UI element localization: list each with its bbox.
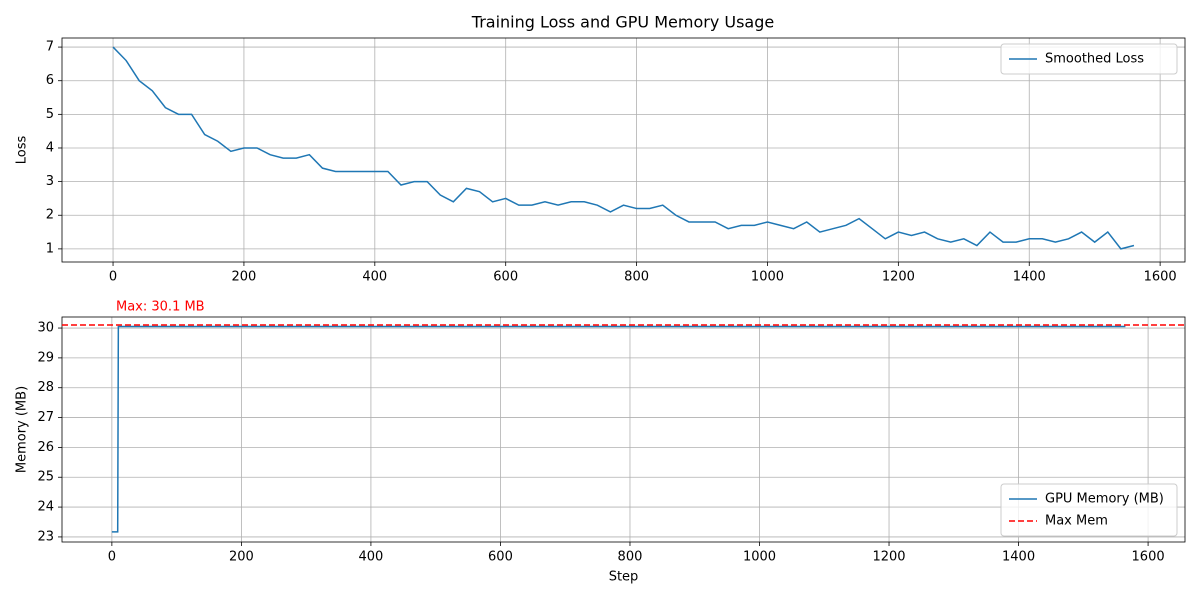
x-tick-label: 400	[362, 270, 387, 285]
y-tick-label: 24	[37, 500, 54, 515]
legend-label: Smoothed Loss	[1045, 52, 1144, 67]
y-tick-label: 26	[37, 440, 54, 455]
legend: Smoothed Loss	[1000, 43, 1178, 75]
x-tick-label: 1600	[1132, 550, 1165, 565]
legend-box	[1000, 43, 1178, 75]
x-tick-label: 1000	[743, 550, 776, 565]
y-tick-label: 23	[37, 529, 54, 544]
y-tick-label: 5	[46, 107, 54, 122]
x-tick-label: 0	[108, 550, 116, 565]
y-tick-label: 30	[37, 321, 54, 336]
y-tick-label: 28	[37, 380, 54, 395]
y-axis-label: Loss	[15, 136, 30, 165]
x-tick-label: 200	[232, 270, 257, 285]
y-tick-label: 7	[46, 40, 54, 55]
y-tick-label: 29	[37, 350, 54, 365]
y-tick-label: 2	[46, 208, 54, 223]
y-tick-label: 27	[37, 410, 54, 425]
legend-label: Max Mem	[1045, 514, 1108, 529]
y-tick-label: 6	[46, 73, 54, 88]
x-tick-label: 1000	[751, 270, 784, 285]
x-tick-label: 400	[359, 550, 384, 565]
plot-frame	[61, 37, 1186, 263]
y-tick-label: 3	[46, 174, 54, 189]
x-tick-label: 1600	[1144, 270, 1177, 285]
x-tick-label: 200	[229, 550, 254, 565]
x-tick-label: 1200	[882, 270, 915, 285]
legend-box	[1000, 483, 1178, 537]
y-axis-label: Memory (MB)	[15, 386, 30, 473]
chart-title: Training Loss and GPU Memory Usage	[471, 13, 774, 32]
y-tick-label: 25	[37, 470, 54, 485]
x-tick-label: 0	[109, 270, 117, 285]
x-tick-label: 800	[618, 550, 643, 565]
x-tick-label: 1200	[872, 550, 905, 565]
y-tick-label: 1	[46, 241, 54, 256]
plot-frame	[61, 316, 1186, 543]
data-line	[111, 325, 1126, 533]
x-axis-label: Step	[609, 570, 639, 585]
x-tick-label: 1400	[1002, 550, 1035, 565]
legend: GPU Memory (MB) Max Mem	[1000, 483, 1178, 537]
x-tick-label: 800	[624, 270, 649, 285]
legend-label: GPU Memory (MB)	[1045, 492, 1164, 507]
data-line	[112, 46, 1135, 250]
x-tick-label: 1400	[1013, 270, 1046, 285]
x-tick-label: 600	[488, 550, 513, 565]
x-tick-label: 600	[493, 270, 518, 285]
annotation: Max: 30.1 MB	[116, 300, 205, 315]
y-tick-label: 4	[46, 140, 54, 155]
